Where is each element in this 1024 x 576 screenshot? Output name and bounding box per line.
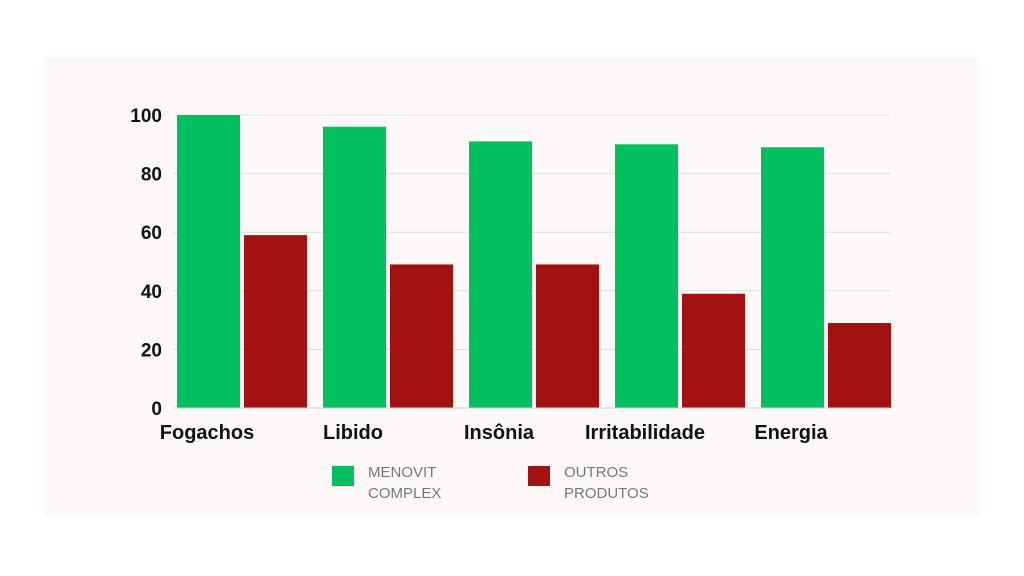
y-tick-label: 40 [141,282,162,303]
legend-swatch-outros [528,466,550,486]
legend-swatch-menovit [332,466,354,486]
bar-menovit-fogachos [177,115,240,408]
bar-outros-irritabilidade [682,293,745,408]
x-axis: Fogachos Libido Insônia Irritabilidade Energ… [160,422,829,444]
bars [174,115,891,409]
bar-menovit-insônia [469,141,532,408]
y-tick-label: 80 [141,165,162,186]
bar-menovit-irritabilidade [615,144,678,409]
y-axis: 0 20 40 60 80 100 [130,106,162,420]
y-tick-label: 60 [141,223,162,244]
bar-menovit-libido [323,126,386,408]
legend-item-outros: OUTROS PRODUTOS [528,462,664,504]
bar-outros-fogachos [244,235,307,408]
x-tick-label: Libido [323,422,383,444]
chart-panel: 0 20 40 60 80 100 Fogachos Libido Insônia Irrita… [44,58,979,516]
bar-outros-libido [390,264,453,408]
legend-label-outros: OUTROS PRODUTOS [564,464,649,502]
bar-outros-insônia [536,264,599,408]
y-tick-label: 0 [151,399,162,420]
legend-label-menovit: MENOVIT COMPLEX [368,464,442,502]
x-tick-label: Irritabilidade [585,422,705,444]
x-tick-label: Energia [754,422,828,444]
x-tick-label: Insônia [464,422,535,444]
bar-menovit-energia [761,147,824,408]
x-tick-label: Fogachos [160,422,254,444]
y-tick-label: 20 [141,340,162,361]
bar-outros-energia [828,323,891,408]
legend-item-menovit: MENOVIT COMPLEX [332,462,468,504]
bar-chart: 0 20 40 60 80 100 Fogachos Libido Insônia Irrita… [130,106,891,444]
y-tick-label: 100 [130,106,162,127]
